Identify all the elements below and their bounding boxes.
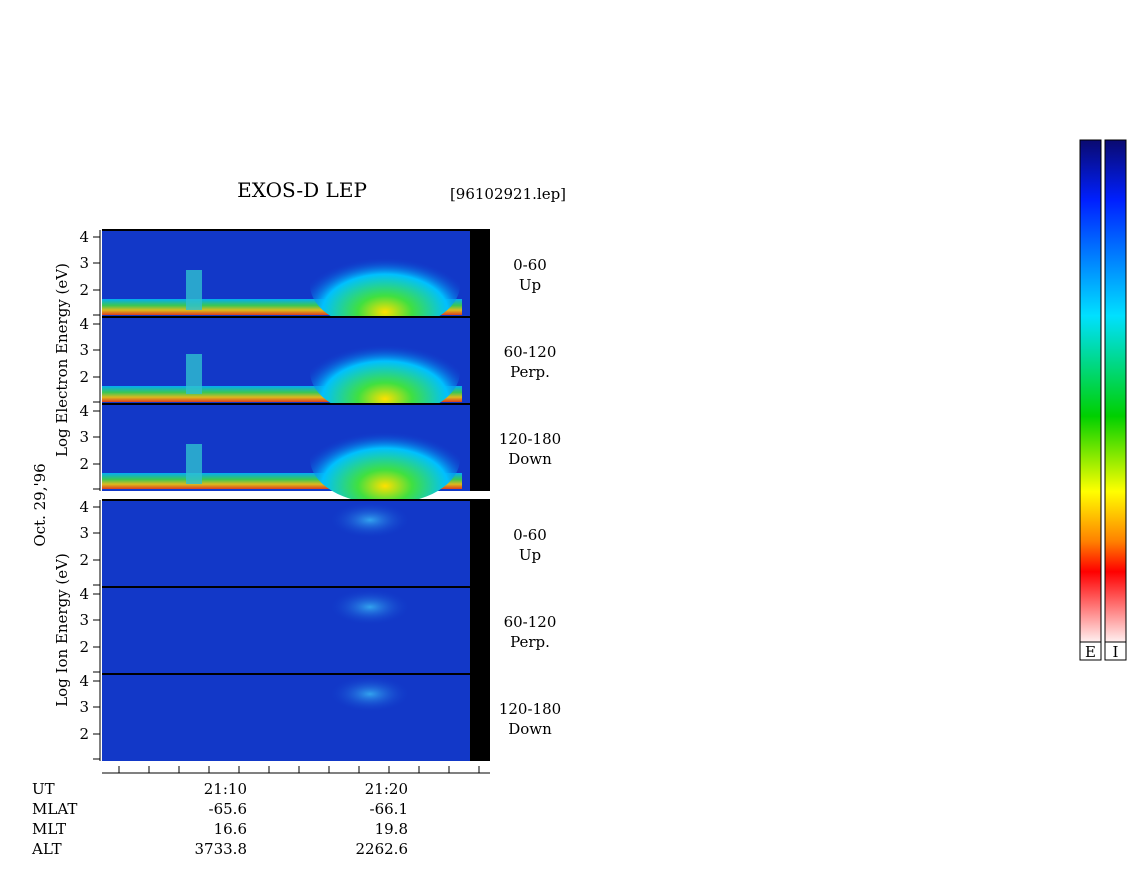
direction-label: Up bbox=[519, 276, 541, 294]
colorbar bbox=[1104, 139, 1127, 643]
angle-label: 60-120 bbox=[504, 613, 557, 631]
direction-label: Perp. bbox=[510, 633, 550, 651]
angle-label: 120-180 bbox=[499, 430, 561, 448]
x-tick-label: 21:10 bbox=[204, 780, 247, 798]
y-tick-label: 2 bbox=[79, 368, 89, 386]
orbit-value: 16.6 bbox=[214, 820, 247, 838]
burst bbox=[186, 270, 202, 310]
row-label: UT bbox=[32, 780, 55, 798]
no-data-band bbox=[470, 317, 490, 404]
ion-feature bbox=[330, 589, 410, 625]
no-data-band bbox=[470, 674, 490, 761]
direction-label: Down bbox=[508, 720, 552, 738]
spectrogram bbox=[102, 674, 470, 761]
orbit-value: 19.8 bbox=[375, 820, 408, 838]
y-tick-label: 3 bbox=[79, 611, 89, 629]
orbit-value: 2262.6 bbox=[356, 840, 409, 858]
row-label: ALT bbox=[31, 840, 62, 858]
orbit-value: -66.1 bbox=[370, 800, 408, 818]
row-label: MLT bbox=[32, 820, 66, 838]
y-tick-label: 4 bbox=[79, 228, 89, 246]
aurora bbox=[310, 240, 460, 330]
ion-feature bbox=[330, 676, 410, 712]
y-tick-label: 4 bbox=[79, 315, 89, 333]
date-label: Oct. 29,'96 bbox=[31, 463, 49, 546]
direction-label: Down bbox=[508, 450, 552, 468]
y-tick-label: 3 bbox=[79, 524, 89, 542]
ion-feature bbox=[330, 502, 410, 538]
orbit-value: -65.6 bbox=[209, 800, 247, 818]
y-tick-label: 2 bbox=[79, 551, 89, 569]
title: EXOS-D LEP bbox=[237, 178, 367, 202]
plot-group: EXOS-D LEP [96102921.lep] 4 3 2 0-60 Up 4 3 2 60-1… bbox=[31, 139, 1127, 858]
burst bbox=[186, 354, 202, 394]
y-tick-label: 2 bbox=[79, 725, 89, 743]
x-tick-label: 21:20 bbox=[365, 780, 408, 798]
electron-axis-label: Log Electron Energy (eV) bbox=[53, 263, 71, 457]
file-name: [96102921.lep] bbox=[450, 185, 566, 203]
y-tick-label: 4 bbox=[79, 402, 89, 420]
direction-label: Perp. bbox=[510, 363, 550, 381]
angle-label: 0-60 bbox=[513, 526, 547, 544]
y-tick-label: 2 bbox=[79, 281, 89, 299]
colorbar-label: E bbox=[1085, 643, 1096, 661]
y-tick-label: 3 bbox=[79, 254, 89, 272]
aurora bbox=[310, 327, 460, 417]
y-tick-label: 3 bbox=[79, 428, 89, 446]
no-data-band bbox=[470, 500, 490, 587]
angle-label: 60-120 bbox=[504, 343, 557, 361]
y-tick-label: 2 bbox=[79, 638, 89, 656]
y-tick-label: 2 bbox=[79, 455, 89, 473]
spectrogram bbox=[102, 587, 470, 674]
angle-label: 120-180 bbox=[499, 700, 561, 718]
angle-label: 0-60 bbox=[513, 256, 547, 274]
y-tick-label: 3 bbox=[79, 341, 89, 359]
colorbar-label-box bbox=[1079, 641, 1102, 661]
burst bbox=[186, 444, 202, 484]
y-tick-label: 4 bbox=[79, 585, 89, 603]
colorbar-label-box bbox=[1104, 641, 1127, 661]
y-tick-label: 3 bbox=[79, 698, 89, 716]
row-label: MLAT bbox=[32, 800, 77, 818]
orbit-value: 3733.8 bbox=[195, 840, 248, 858]
no-data-band bbox=[470, 230, 490, 317]
direction-label: Up bbox=[519, 546, 541, 564]
y-tick-label: 4 bbox=[79, 672, 89, 690]
spectrogram bbox=[102, 500, 470, 587]
colorbar-label: I bbox=[1113, 643, 1119, 661]
ion-axis-label: Log Ion Energy (eV) bbox=[53, 553, 71, 707]
no-data-band bbox=[470, 404, 490, 491]
no-data-band bbox=[470, 587, 490, 674]
y-tick-label: 4 bbox=[79, 498, 89, 516]
colorbar bbox=[1079, 139, 1102, 643]
aurora bbox=[310, 414, 460, 504]
